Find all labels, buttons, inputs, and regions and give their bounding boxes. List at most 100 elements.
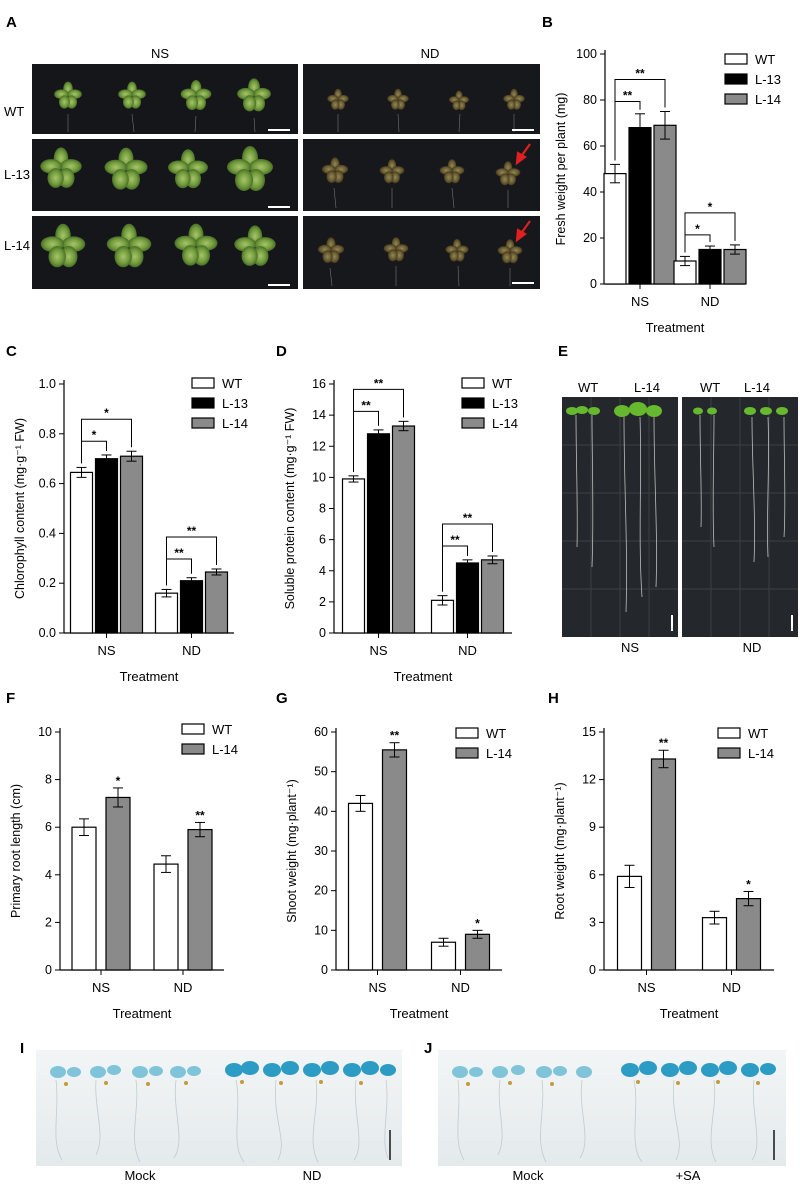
y-axis-label: Root weight (mg·plant⁻¹) [553,782,567,919]
x-tick-label: ND [182,643,201,658]
x-tick-label: NS [368,980,386,995]
x-tick-label: NS [369,643,387,658]
bar-l-14-ns [653,124,677,285]
x-tick-label: NS [92,980,110,995]
y-tick-label: 6 [589,868,596,882]
bar-wt-ns [603,173,627,285]
panel-e-header-wt-1: WT [578,380,599,395]
panel-label-a: A [6,14,17,31]
y-tick-label: 30 [314,844,328,858]
chart-b: 0 20 40 60 80 100 Fresh weight per plant (mg) N… [554,47,781,335]
significance-bracket [684,212,736,253]
legend-label-wt: WT [492,376,512,391]
significance-label: ** [635,67,645,81]
y-tick-label: 12 [312,439,326,453]
legend-label-l-14: L-14 [748,746,774,761]
y-tick-label: 10 [312,470,326,484]
legend-label-l-13: L-13 [222,396,248,411]
x-axis-label: Treatment [646,320,705,335]
legend-swatch-wt [455,727,479,739]
y-tick-label: 3 [589,915,596,929]
significance-bracket [81,418,132,464]
legend-swatch-wt [461,377,485,389]
significance-label: ** [174,546,184,560]
x-axis-label: Treatment [394,669,453,684]
panel-a-photo-grid [32,64,540,289]
bar-l-14-nd [723,248,747,285]
significance-label: * [708,200,713,214]
bar-l-14-nd [735,898,762,971]
y-tick-label: 15 [582,725,596,739]
panel-label-f: F [6,690,16,707]
bar-l-14-ns [119,455,144,634]
y-tick-label: 60 [583,139,597,153]
x-tick-label: ND [451,980,470,995]
y-tick-label: 2 [45,915,52,929]
legend-label-wt: WT [212,722,232,737]
x-tick-label: ND [722,980,741,995]
x-tick-label: ND [701,294,720,309]
significance-label: ** [623,89,633,103]
chart-g: 0 10 20 30 40 50 60 Shoot weight (mg·plant⁻¹) NS… [285,725,512,1021]
significance-star: * [116,774,121,788]
y-tick-label: 0.4 [39,526,56,540]
bar-wt-nd [153,863,179,971]
legend-swatch-wt [191,377,215,389]
legend-swatch-l-13 [461,397,485,409]
panel-label-g: G [276,690,288,707]
y-tick-label: 8 [319,502,326,516]
y-tick-label: 6 [45,820,52,834]
panel-a-row-l14: L-14 [4,238,31,253]
chart-d: 0 2 4 6 8 10 12 14 16 Soluble protein content (mg… [283,376,518,684]
significance-bracket [166,536,217,586]
bar-wt-ns [347,802,374,971]
panel-a-header-ns: NS [150,46,170,61]
y-tick-label: 6 [319,533,326,547]
bar-l-14-ns [391,425,416,634]
y-tick-label: 0.6 [39,477,56,491]
significance-label: * [695,222,700,236]
panel-e-label-nd: ND [742,640,762,655]
y-tick-label: 40 [314,804,328,818]
y-axis-label: Primary root length (cm) [9,784,23,918]
panel-e-root-photo [562,397,798,637]
bar-l-13-nd [179,580,204,634]
panel-label-h: H [548,690,559,707]
panel-j-gus-photo [438,1050,786,1166]
significance-label: ** [450,533,460,547]
bar-l-14-nd [204,571,229,634]
significance-label: * [104,406,109,420]
significance-star: * [475,916,480,930]
legend-swatch-l-14 [724,93,748,105]
legend-swatch-wt [717,727,741,739]
legend-swatch-l-14 [717,747,741,759]
y-tick-label: 12 [582,773,596,787]
legend-swatch-wt [724,53,748,65]
x-tick-label: ND [174,980,193,995]
bar-l-13-ns [366,433,391,634]
bar-l-14-nd [187,828,213,971]
chart-c: 0.0 0.2 0.4 0.6 0.8 1.0 Chlorophyll content (m… [13,376,248,684]
y-tick-label: 0.8 [39,427,56,441]
panel-j-label-mock: Mock [512,1168,544,1183]
y-tick-label: 10 [314,923,328,937]
bar-wt-nd [430,941,457,971]
bar-l-13-nd [698,248,722,285]
x-tick-label: NS [631,294,649,309]
significance-star: ** [390,729,400,743]
y-axis-label: Fresh weight per plant (mg) [554,93,568,246]
panel-a-header-nd: ND [420,46,440,61]
y-tick-label: 10 [38,725,52,739]
y-tick-label: 1.0 [39,377,56,391]
legend-swatch-l-14 [181,743,205,755]
legend-label-l-14: L-14 [222,416,248,431]
legend-label-wt: WT [222,376,242,391]
panel-a-row-wt: WT [4,104,25,119]
y-tick-label: 0.0 [39,626,56,640]
legend-label-l-13: L-13 [755,72,781,87]
bar-l-14-ns [105,796,131,971]
panel-label-e: E [558,343,569,360]
panel-label-c: C [6,343,17,360]
x-tick-label: ND [458,643,477,658]
y-tick-label: 20 [314,884,328,898]
